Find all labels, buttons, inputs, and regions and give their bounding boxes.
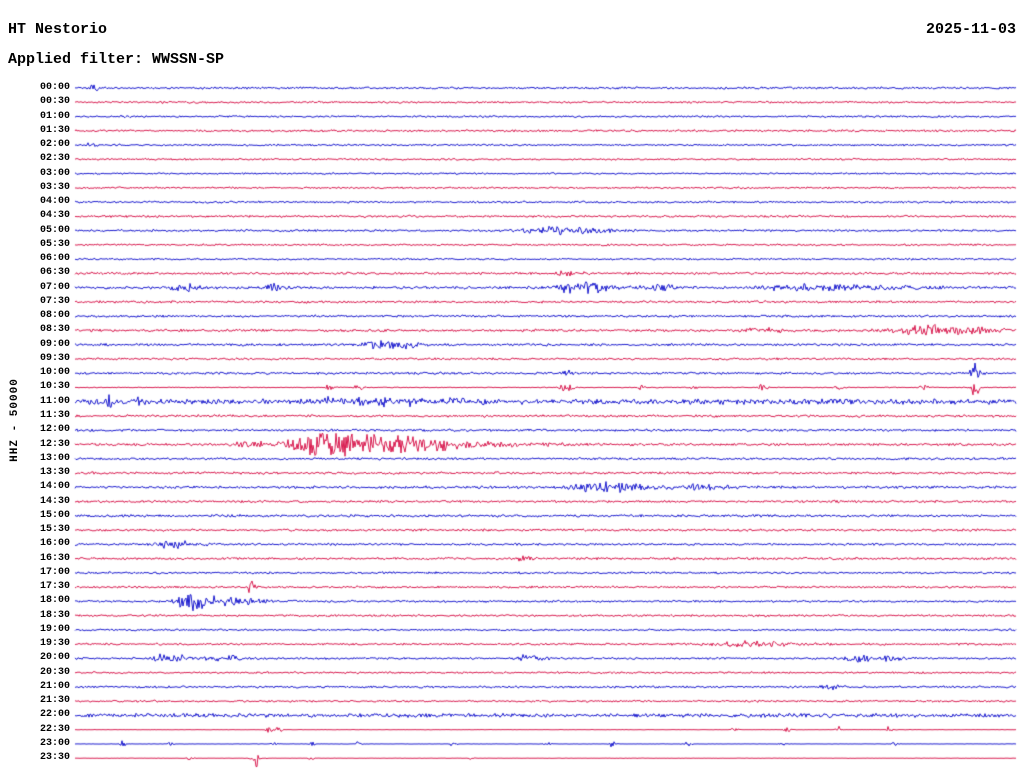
time-label: 11:00 [39,395,70,407]
time-label: 04:00 [39,196,70,208]
time-label: 01:30 [39,124,70,136]
time-label: 03:30 [39,181,70,193]
station-name: HT Nestorio [8,21,108,38]
time-label: 06:00 [39,253,70,265]
time-label: 08:30 [39,324,70,336]
time-label: 14:00 [39,481,70,493]
time-label: 13:00 [39,452,70,464]
time-label: 05:30 [39,238,70,250]
time-label: 00:30 [39,96,70,108]
time-label: 20:00 [39,652,70,664]
time-label: 02:00 [39,139,70,151]
time-label: 05:00 [39,224,70,236]
time-label: 19:00 [39,623,70,635]
time-label: 13:30 [39,467,70,479]
time-label: 15:30 [39,524,70,536]
filter-label: Applied filter: WWSSN-SP [8,51,225,68]
time-label: 10:00 [39,367,70,379]
y-axis-label: HHZ - 50000 [9,378,21,462]
time-label: 17:00 [39,566,70,578]
time-label: 10:30 [39,381,70,393]
time-label: 23:00 [39,737,70,749]
time-label: 07:00 [39,281,70,293]
time-label: 12:30 [39,438,70,450]
time-label: 08:00 [39,310,70,322]
time-label: 14:30 [39,495,70,507]
time-label: 07:30 [39,295,70,307]
time-label: 03:00 [39,167,70,179]
time-label: 12:00 [39,424,70,436]
time-label: 01:00 [39,110,70,122]
time-label: 23:30 [39,752,70,764]
time-label: 18:00 [39,595,70,607]
time-label: 19:30 [39,638,70,650]
time-label: 16:30 [39,552,70,564]
time-label: 22:30 [39,723,70,735]
time-label: 06:30 [39,267,70,279]
time-label: 16:00 [39,538,70,550]
time-label: 09:00 [39,338,70,350]
time-label: 02:30 [39,153,70,165]
date-label: 2025-11-03 [925,21,1016,38]
time-label: 11:30 [39,409,70,421]
time-label: 21:30 [39,695,70,707]
time-label: 15:00 [39,509,70,521]
time-label: 17:30 [39,581,70,593]
time-label: 04:30 [39,210,70,222]
time-label: 09:30 [39,352,70,364]
time-label: 00:00 [39,82,70,93]
time-label: 20:30 [39,666,70,678]
time-label: 22:00 [39,709,70,721]
time-label: 18:30 [39,609,70,621]
time-label: 21:00 [39,680,70,692]
